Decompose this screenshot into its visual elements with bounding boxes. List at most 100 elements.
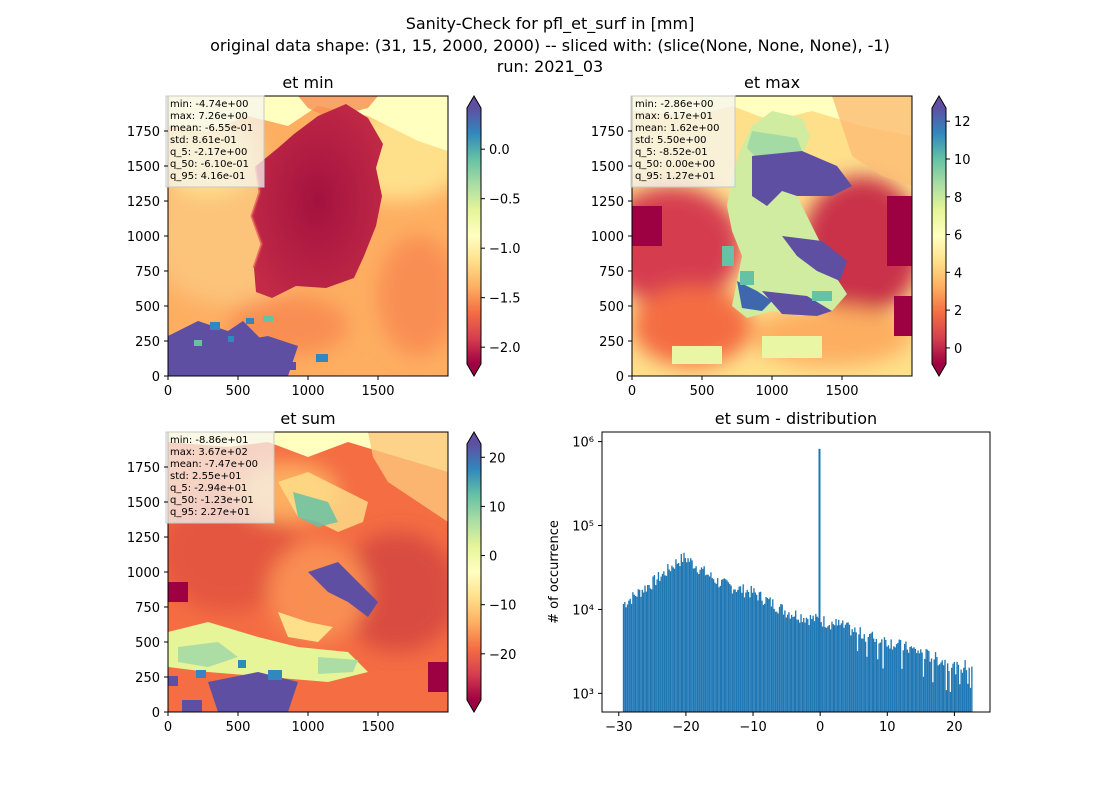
histogram-bar — [921, 652, 923, 712]
histogram-bar — [860, 638, 863, 712]
histogram-bar — [816, 616, 818, 712]
histogram-bar — [968, 667, 970, 712]
histogram-bar — [813, 621, 816, 712]
stat-mean: mean: 1.62e+00 — [635, 123, 719, 134]
chart-title: et sum - distribution — [715, 409, 877, 428]
histogram-bar — [938, 664, 941, 712]
histogram-bar — [715, 583, 717, 712]
histogram-bar — [961, 672, 964, 712]
stat-mean: mean: -6.55e-01 — [170, 123, 253, 134]
histogram-bar — [848, 624, 851, 712]
histogram-bar — [659, 580, 661, 712]
colorbar-tick-label: −1.0 — [489, 242, 521, 257]
histogram-bar — [762, 604, 765, 712]
histogram-bar — [743, 597, 746, 712]
histogram-bar — [690, 558, 692, 712]
colorbar-tick-label: −10 — [489, 599, 516, 614]
histogram-bar — [651, 589, 653, 712]
stat-std: std: 8.61e-01 — [170, 135, 237, 146]
stat-q95: q_95: 2.27e+01 — [170, 507, 250, 518]
histogram-bar — [854, 627, 856, 712]
histogram-bar — [770, 606, 773, 712]
histogram-bar — [812, 615, 814, 712]
histogram-spike-bar — [818, 448, 821, 712]
histogram-bar — [957, 664, 960, 712]
colorbar-tick-label: 20 — [489, 451, 506, 466]
colorbar-tick-label: 0 — [489, 550, 497, 565]
histogram-bar — [667, 564, 669, 712]
histogram-bar — [642, 592, 645, 712]
histogram-bar — [647, 585, 649, 712]
histogram-bar — [886, 646, 888, 712]
histogram-bar — [905, 641, 907, 712]
heatmap-et-min — [168, 96, 448, 376]
colorbar-tick-label: −0.5 — [489, 193, 521, 208]
histogram-bar — [916, 653, 918, 712]
histogram-bar — [657, 572, 660, 712]
x-tick-label: −30 — [605, 720, 632, 735]
x-tick-label: 10 — [879, 720, 896, 735]
histogram-bar — [633, 594, 635, 712]
histogram-bar — [702, 568, 704, 712]
stat-q5: q_5: -8.52e-01 — [635, 147, 708, 158]
stat-min: min: -2.86e+00 — [635, 99, 714, 110]
histogram-bar — [729, 583, 731, 712]
histogram-bar — [965, 670, 968, 712]
stat-min: min: -8.86e+01 — [170, 435, 249, 446]
histogram-bar — [825, 627, 828, 712]
histogram-bar — [788, 612, 790, 712]
histogram-bar — [951, 667, 953, 712]
x-tick-label: −10 — [739, 720, 766, 735]
histogram-bar — [871, 631, 874, 712]
x-tick-label: −20 — [672, 720, 699, 735]
y-tick-label: 1250 — [591, 195, 624, 210]
y-tick-label: 0 — [152, 706, 160, 721]
y-tick-label: 750 — [135, 265, 160, 280]
histogram-bar — [844, 624, 847, 712]
histogram-bar — [835, 619, 837, 712]
histogram-bar — [832, 624, 834, 712]
histogram-bar — [941, 660, 943, 712]
histogram-bar — [778, 606, 781, 712]
histogram-bar — [758, 592, 761, 712]
colorbar-tick-label: −20 — [489, 648, 516, 663]
histogram-bar — [671, 565, 673, 712]
histogram-bar — [952, 663, 954, 712]
histogram-bar — [735, 591, 738, 712]
histogram-bar — [917, 650, 919, 712]
histogram-bar — [925, 649, 927, 712]
x-ticks: 0 500 1000 1500 — [164, 376, 395, 399]
histogram-bar — [786, 614, 789, 712]
histogram-bar — [699, 569, 701, 712]
histogram-bar — [964, 660, 966, 712]
histogram-bar — [929, 661, 931, 712]
histogram-bar — [838, 619, 840, 712]
histogram-bar — [864, 641, 867, 712]
histogram-bar — [676, 563, 678, 712]
histogram-bar — [920, 649, 922, 712]
histogram-bar — [712, 579, 715, 712]
colorbar-tick-label: 10 — [954, 153, 971, 168]
histogram-bar — [683, 552, 685, 712]
histogram-bar — [889, 648, 891, 712]
colorbar-tick-label: 4 — [954, 266, 962, 281]
histogram-bar — [704, 575, 707, 712]
x-tick-label: 0 — [164, 384, 172, 399]
histogram-bar — [926, 649, 929, 712]
histogram-bar — [808, 625, 810, 712]
histogram-bar — [862, 638, 864, 712]
histogram-bar — [695, 566, 697, 712]
heatmap-et-max — [632, 96, 912, 376]
histogram-bar — [887, 645, 890, 712]
histogram-bar — [928, 650, 930, 712]
histogram-bar — [754, 592, 756, 712]
histogram-bar — [765, 597, 767, 712]
histogram-bar — [909, 646, 911, 712]
y-tick-label: 750 — [599, 265, 624, 280]
stat-mean: mean: -7.47e+00 — [170, 459, 258, 470]
histogram-bar — [668, 569, 670, 712]
histogram-bar — [910, 646, 913, 712]
histogram-bar — [859, 627, 861, 712]
stat-std: std: 5.50e+00 — [635, 135, 707, 146]
